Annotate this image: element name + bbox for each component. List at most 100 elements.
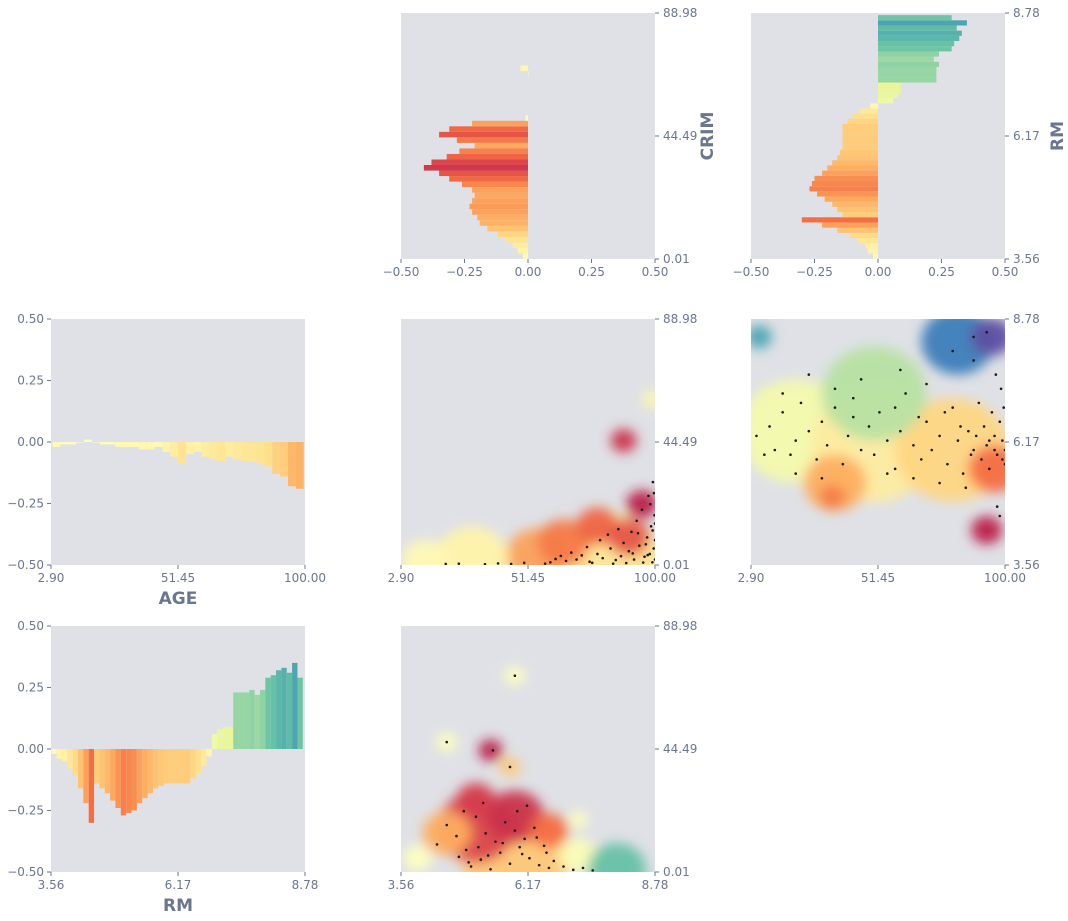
bar	[190, 749, 196, 779]
bar	[822, 222, 878, 228]
data-point	[912, 476, 915, 480]
x-tick-label: −0.50	[733, 265, 770, 279]
data-point	[590, 561, 594, 565]
bar	[811, 181, 878, 187]
bar	[292, 662, 298, 749]
data-point	[455, 834, 458, 838]
bar	[878, 87, 901, 93]
data-point	[640, 508, 644, 512]
x-tick-label: 3.56	[388, 878, 415, 892]
plot-marks	[801, 15, 967, 259]
data-point	[645, 536, 649, 539]
bar	[474, 192, 528, 199]
bar	[878, 98, 894, 104]
data-point	[985, 443, 988, 447]
contour-region	[558, 837, 598, 872]
bar	[248, 442, 257, 462]
y-tick-label: 44.49	[663, 435, 697, 449]
bar	[878, 46, 952, 52]
data-point	[535, 836, 539, 839]
data-point	[995, 453, 999, 457]
bar	[78, 749, 84, 789]
data-point	[938, 434, 941, 438]
data-point	[1003, 448, 1005, 452]
contour-region	[641, 389, 655, 409]
bar	[850, 232, 878, 239]
data-point	[1001, 439, 1004, 442]
data-point	[893, 406, 897, 409]
y-tick-label: 44.49	[663, 742, 697, 756]
bar	[154, 442, 163, 447]
data-point	[606, 533, 610, 536]
data-point	[794, 472, 798, 475]
data-point	[653, 522, 655, 525]
bar	[878, 61, 939, 67]
data-point	[820, 420, 824, 424]
age-rm-interaction-panel: 2.90 51.45 100.003.56 6.17 8.78	[738, 312, 1040, 585]
bar	[281, 667, 287, 749]
bar	[878, 92, 899, 99]
bar	[842, 212, 878, 218]
data-point	[641, 561, 645, 564]
data-point	[794, 439, 798, 442]
y-tick-label: 8.78	[1013, 6, 1040, 20]
bar	[837, 206, 878, 213]
data-point	[652, 547, 655, 550]
data-point	[956, 439, 960, 442]
contour-region	[478, 739, 503, 762]
bar	[158, 749, 164, 786]
x-tick-label: 100.00	[984, 571, 1026, 585]
plot-marks	[423, 65, 529, 259]
bar	[217, 442, 226, 462]
data-point	[611, 562, 615, 565]
data-point	[537, 863, 541, 867]
data-point	[601, 556, 604, 560]
data-point	[569, 551, 573, 554]
y-tick-label: 0.25	[17, 374, 44, 388]
bar	[185, 442, 194, 455]
bar	[61, 749, 68, 762]
data-point	[474, 815, 478, 819]
x-tick-label: 51.45	[861, 571, 895, 585]
data-point	[964, 486, 968, 490]
data-point	[542, 844, 546, 848]
bar	[68, 442, 77, 445]
scatter-points	[755, 330, 1005, 518]
bar	[878, 51, 939, 57]
bar	[233, 442, 241, 460]
y-tick-label: 8.78	[1013, 312, 1040, 326]
data-point	[967, 429, 970, 433]
data-point	[435, 843, 439, 846]
data-point	[632, 558, 636, 561]
y-tick-label: 44.49	[663, 129, 697, 143]
y-tick-label: 0.50	[17, 312, 44, 326]
bar	[179, 749, 186, 784]
data-point	[552, 859, 556, 863]
bar	[809, 186, 878, 192]
data-point	[627, 549, 631, 553]
bar	[297, 677, 303, 749]
bar	[254, 694, 260, 749]
data-point	[652, 491, 655, 495]
bar	[801, 217, 878, 223]
data-point	[859, 378, 863, 381]
data-point	[585, 545, 589, 549]
bar	[206, 749, 212, 757]
data-point	[648, 552, 652, 556]
data-point	[993, 434, 996, 438]
plot-marks	[51, 662, 303, 823]
data-point	[985, 330, 988, 334]
data-point	[477, 845, 480, 849]
bar	[286, 672, 293, 749]
y-tick-label: 0.25	[17, 681, 44, 695]
data-point	[651, 480, 655, 484]
data-point	[841, 462, 845, 466]
data-point	[833, 406, 837, 409]
bar	[842, 129, 878, 135]
bar	[72, 749, 79, 777]
data-point	[799, 401, 803, 405]
bar	[472, 209, 528, 215]
data-point	[972, 335, 975, 339]
bar	[138, 442, 147, 450]
